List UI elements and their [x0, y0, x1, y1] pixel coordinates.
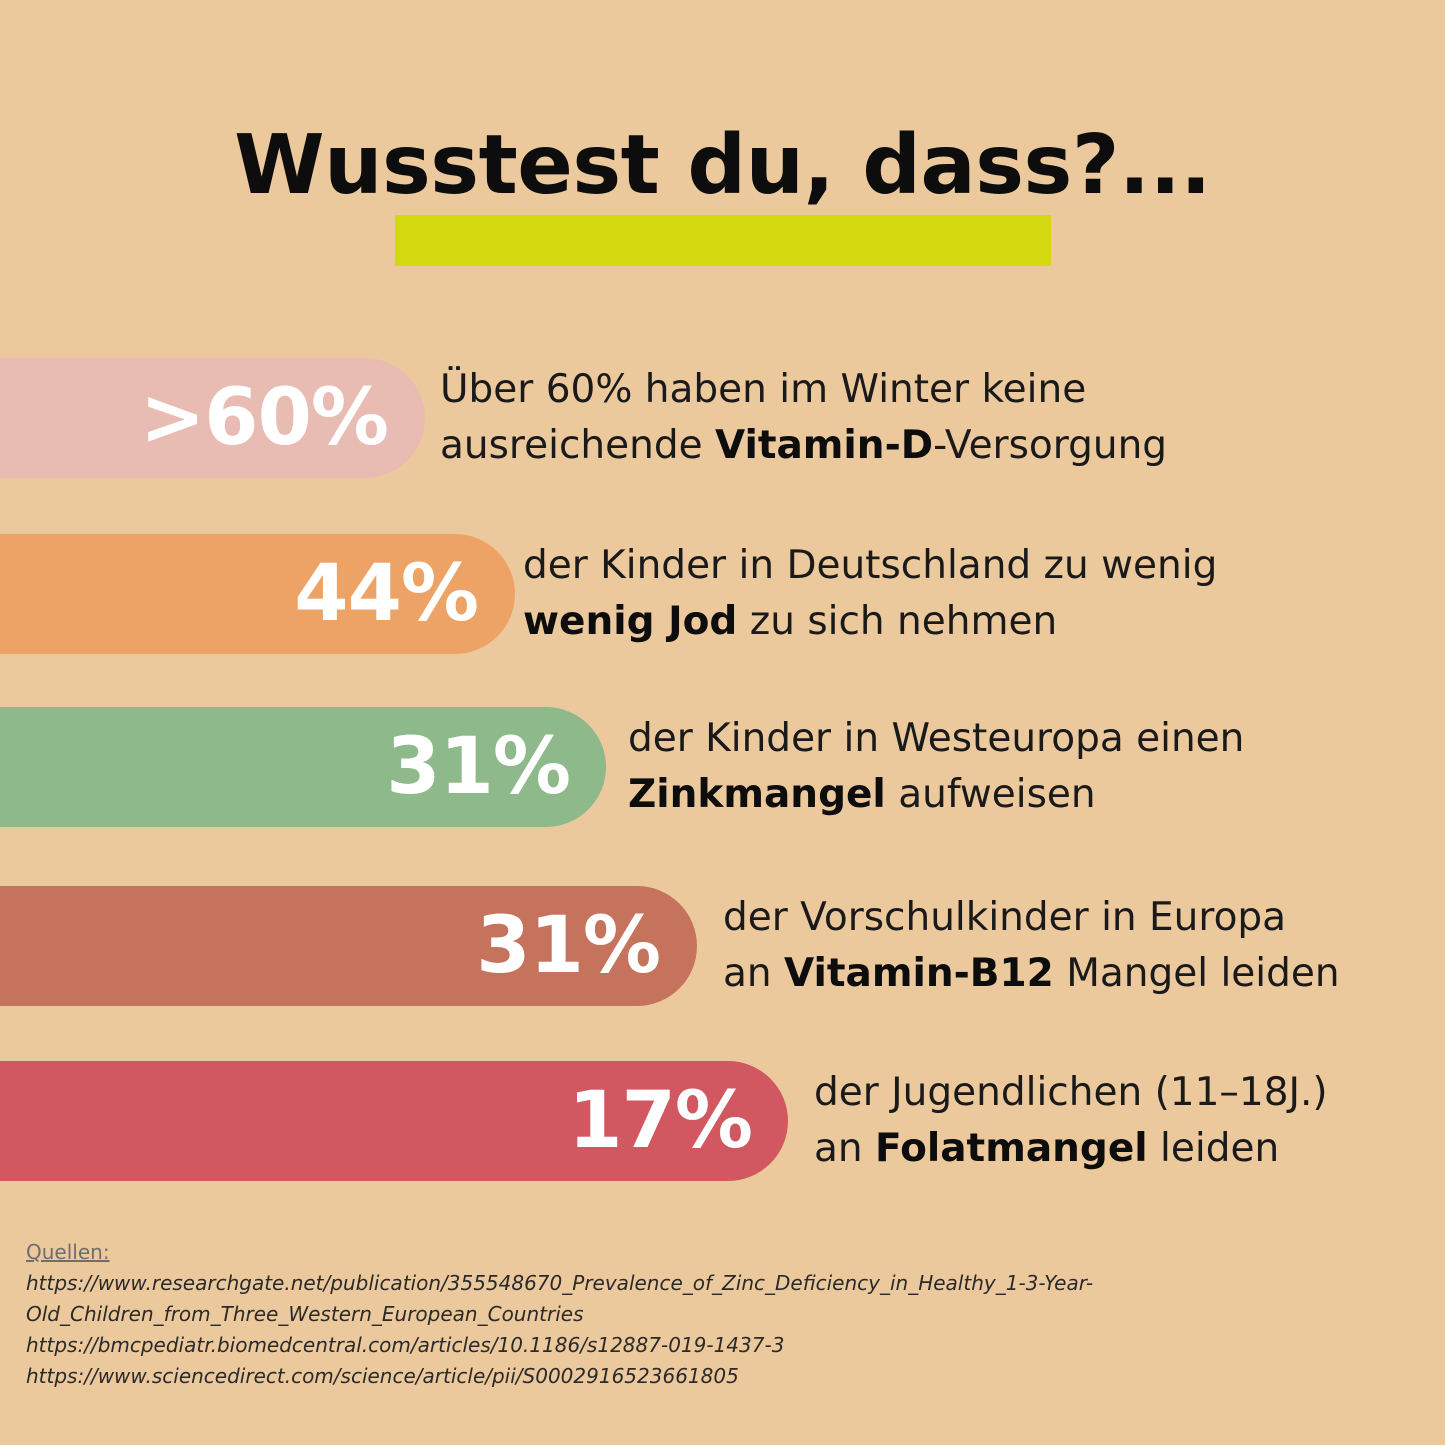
stat-description-prefix: an	[814, 1126, 876, 1171]
source-link-researchgate[interactable]: https://www.researchgate.net/publication…	[26, 1271, 1094, 1295]
stat-pill-jod	[0, 534, 515, 654]
stat-description-folat: der Jugendlichen (11–18J.) an Folatmange…	[814, 1065, 1328, 1177]
stat-description-line-1: der Kinder in Westeuropa einen	[628, 716, 1245, 761]
sources-heading: Quellen:	[26, 1240, 110, 1264]
stat-description-prefix: ausreichende	[440, 423, 715, 468]
stat-description-line-2: Zinkmangel aufweisen	[628, 767, 1244, 823]
title-underline-bar	[395, 215, 1051, 266]
stat-value-vitamin-b12: 31%	[476, 901, 661, 991]
stat-pill-zink	[0, 707, 606, 827]
source-link-bmcpediatr[interactable]: https://bmcpediatr.biomedcentral.com/art…	[26, 1333, 785, 1357]
stat-value-folat: 17%	[568, 1076, 753, 1166]
stat-description-line-1: der Kinder in Deutschland zu wenig	[523, 543, 1218, 588]
stat-description-prefix: an	[723, 951, 785, 996]
stat-description-suffix: aufweisen	[885, 772, 1096, 817]
stat-value-zink: 31%	[386, 722, 571, 812]
stat-description-line-2: an Folatmangel leiden	[814, 1121, 1328, 1177]
stat-description-highlight: Zinkmangel	[628, 772, 886, 817]
stat-description-highlight: Vitamin-B12	[784, 951, 1054, 996]
stat-description-highlight: Folatmangel	[875, 1126, 1148, 1171]
stat-description-highlight: wenig Jod	[523, 599, 738, 644]
stat-description-line-1: Über 60% haben im Winter keine	[440, 367, 1087, 412]
stat-description-jod: der Kinder in Deutschland zu wenig wenig…	[523, 538, 1217, 650]
stat-description-vitamin-d: Über 60% haben im Winter keine ausreiche…	[440, 362, 1167, 474]
stat-description-line-1: der Vorschulkinder in Europa	[723, 895, 1287, 940]
stat-description-line-1: der Jugendlichen (11–18J.)	[814, 1070, 1328, 1115]
page-title: Wusstest du, dass?...	[234, 118, 1211, 213]
stat-value-jod: 44%	[294, 549, 479, 639]
stat-description-zink: der Kinder in Westeuropa einen Zinkmange…	[628, 711, 1244, 823]
stat-description-highlight: Vitamin-D	[714, 423, 934, 468]
stat-pill-vitamin-b12	[0, 886, 697, 1006]
stat-value-vitamin-d: >60%	[139, 373, 389, 463]
stat-description-line-2: ausreichende Vitamin-D-Versorgung	[440, 418, 1167, 474]
stat-pill-folat	[0, 1061, 788, 1181]
sources-section: Quellen: https://www.researchgate.net/pu…	[26, 1237, 1426, 1392]
stat-description-line-2: wenig Jod zu sich nehmen	[523, 594, 1217, 650]
stat-pill-vitamin-d	[0, 358, 425, 478]
source-link-researchgate-continued[interactable]: Old_Children_from_Three_Western_European…	[26, 1302, 584, 1326]
stat-description-vitamin-b12: der Vorschulkinder in Europa an Vitamin-…	[723, 890, 1340, 1002]
stat-description-suffix: -Versorgung	[933, 423, 1168, 468]
stat-description-line-2: an Vitamin-B12 Mangel leiden	[723, 946, 1340, 1002]
source-link-sciencedirect[interactable]: https://www.sciencedirect.com/science/ar…	[26, 1364, 739, 1388]
stat-description-suffix: zu sich nehmen	[737, 599, 1058, 644]
stat-description-suffix: Mangel leiden	[1053, 951, 1340, 996]
stat-description-suffix: leiden	[1147, 1126, 1280, 1171]
